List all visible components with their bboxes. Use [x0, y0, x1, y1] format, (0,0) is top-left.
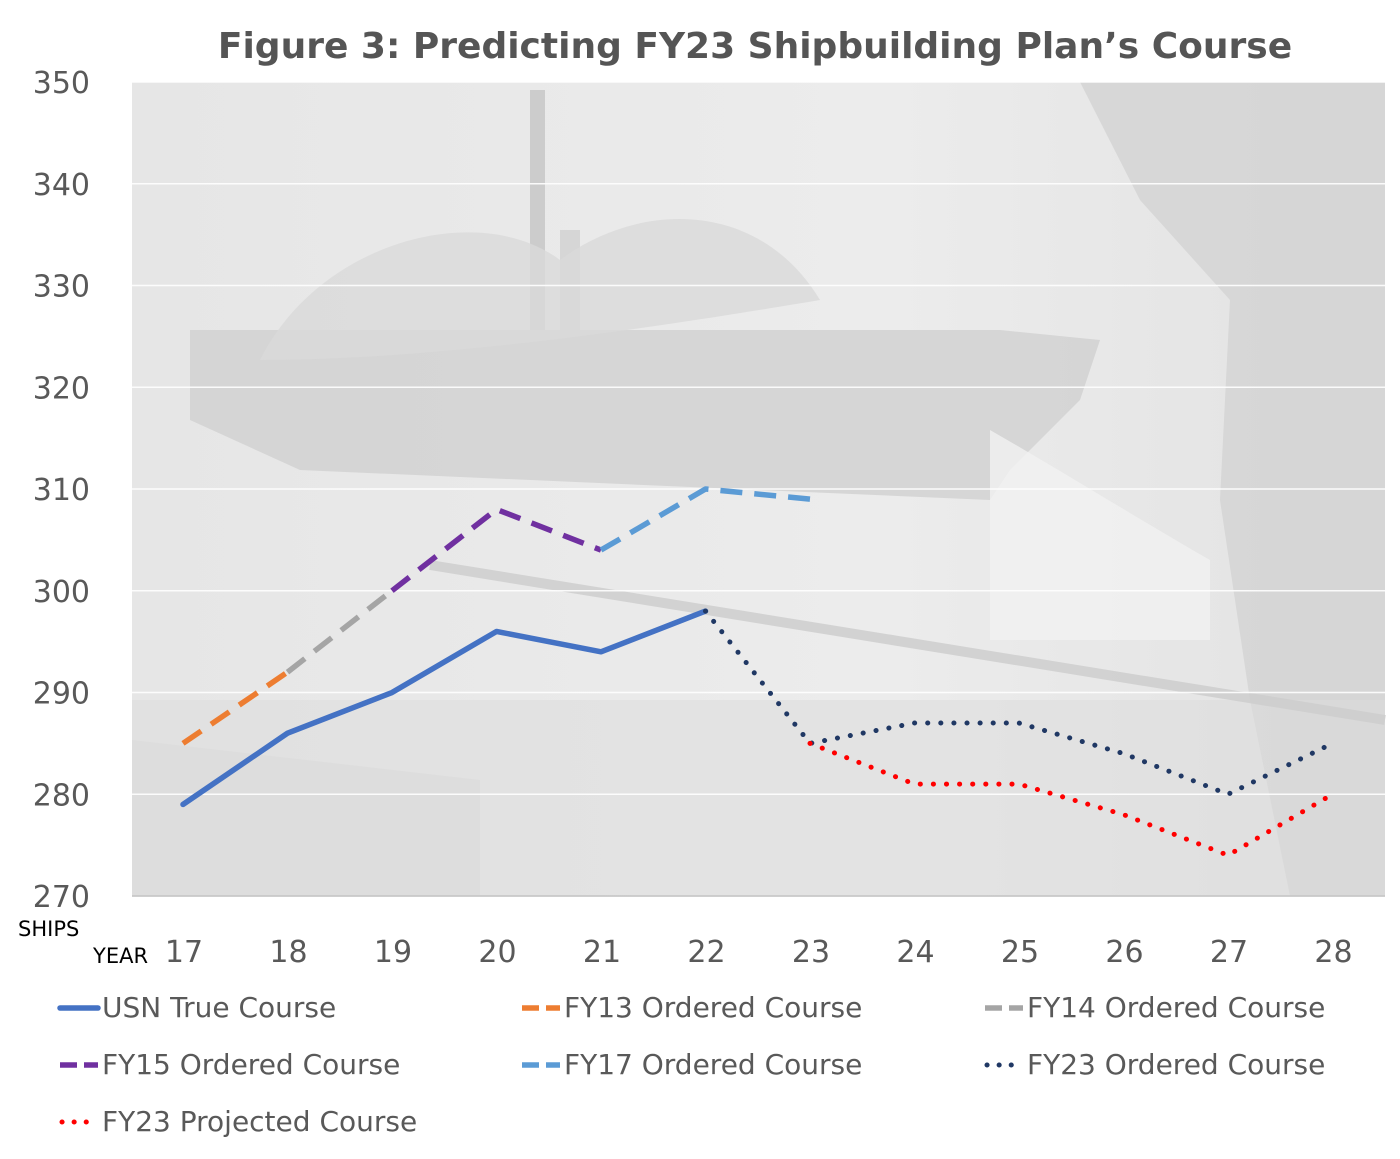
series-layer — [180, 486, 1335, 858]
legend: USN True Course FY13 Ordered Course FY14 O… — [57, 991, 1325, 1138]
series-line — [390, 506, 602, 593]
x-axis-label: YEAR — [92, 944, 148, 968]
y-tick-label: 270 — [33, 880, 90, 915]
legend-item: FY15 Ordered Course — [60, 1048, 400, 1081]
x-tick-label: 23 — [792, 935, 830, 970]
y-axis-label: SHIPS — [18, 917, 79, 941]
legend-item: USN True Course — [57, 991, 336, 1024]
legend-item: FY23 Projected Course — [59, 1105, 417, 1138]
x-tick-label: 22 — [687, 935, 725, 970]
chart-title: Figure 3: Predicting FY23 Shipbuilding P… — [218, 26, 1292, 67]
series-line — [181, 669, 290, 746]
legend-label: FY17 Ordered Course — [564, 1048, 862, 1081]
series-line — [180, 608, 709, 808]
y-tick-label: 300 — [33, 575, 90, 610]
x-tick-label: 18 — [269, 935, 307, 970]
legend-label: FY13 Ordered Course — [564, 991, 862, 1024]
x-tick-label: 21 — [583, 935, 621, 970]
legend-item: FY13 Ordered Course — [522, 991, 862, 1024]
x-tick-label: 24 — [896, 935, 934, 970]
legend-item: FY17 Ordered Course — [522, 1048, 862, 1081]
x-axis-ticks: 17 18 19 20 21 22 23 24 25 26 27 28 — [165, 935, 1353, 970]
x-tick-label: 27 — [1210, 935, 1248, 970]
series-6 — [807, 740, 1335, 858]
y-tick-label: 280 — [33, 778, 90, 813]
legend-label: FY15 Ordered Course — [102, 1048, 400, 1081]
legend-label: USN True Course — [102, 991, 336, 1024]
x-tick-label: 20 — [478, 935, 516, 970]
series-line — [285, 588, 394, 675]
legend-label: FY23 Ordered Course — [1027, 1048, 1325, 1081]
y-tick-label: 340 — [33, 168, 90, 203]
y-axis-ticks: 270 280 290 300 310 320 330 340 350 — [33, 66, 90, 915]
series-4 — [599, 486, 811, 553]
y-tick-label: 330 — [33, 270, 90, 305]
y-tick-label: 310 — [33, 473, 90, 508]
legend-item: FY14 Ordered Course — [985, 991, 1325, 1024]
y-tick-label: 350 — [33, 66, 90, 101]
series-line — [807, 740, 1335, 858]
x-tick-label: 25 — [1001, 935, 1039, 970]
legend-item: FY23 Ordered Course — [984, 1048, 1325, 1081]
x-tick-label: 26 — [1105, 935, 1143, 970]
y-tick-label: 290 — [33, 677, 90, 712]
y-tick-label: 320 — [33, 371, 90, 406]
x-tick-label: 28 — [1314, 935, 1352, 970]
gridlines — [132, 81, 1385, 897]
legend-label: FY14 Ordered Course — [1027, 991, 1325, 1024]
legend-label: FY23 Projected Course — [102, 1105, 417, 1138]
x-tick-label: 17 — [165, 935, 203, 970]
x-tick-label: 19 — [374, 935, 412, 970]
